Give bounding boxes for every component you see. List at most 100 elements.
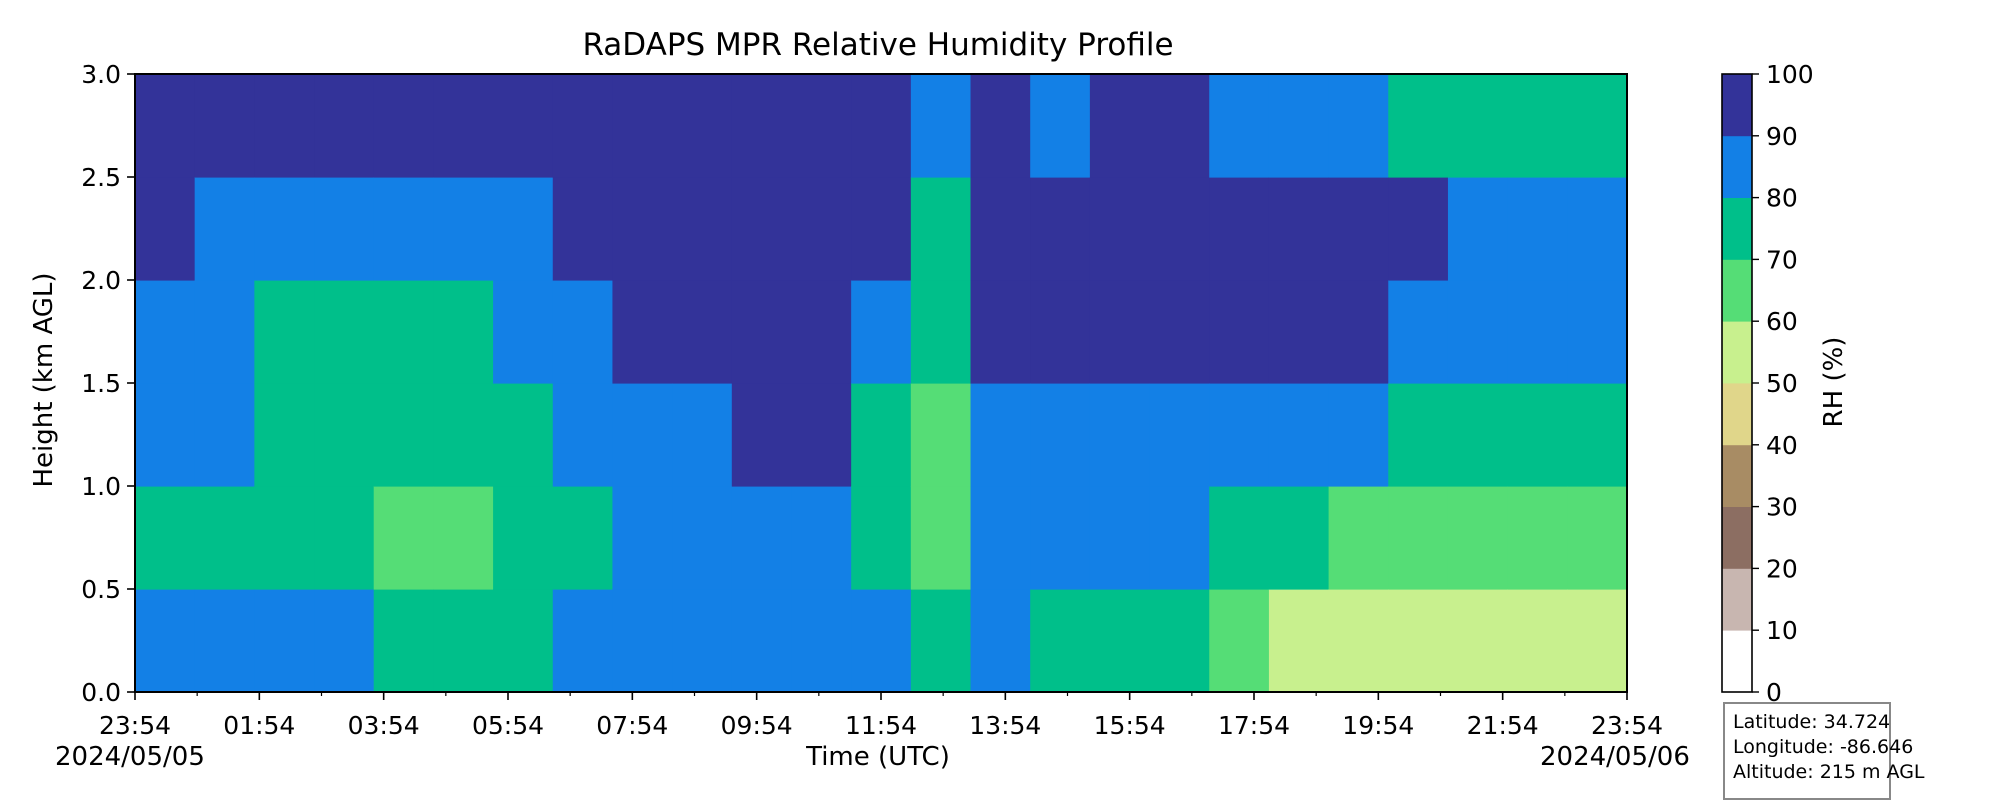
y-tick-label: 0.5 xyxy=(81,575,121,604)
rh-cell xyxy=(910,589,972,693)
rh-cell xyxy=(194,486,255,590)
rh-cell xyxy=(433,383,494,487)
rh-cell xyxy=(1030,589,1091,693)
rh-cell xyxy=(1149,589,1210,693)
rh-cell xyxy=(1089,589,1151,693)
rh-cell xyxy=(851,589,912,693)
end-date-label: 2024/05/06 xyxy=(1540,742,1690,772)
rh-cell xyxy=(1388,177,1449,281)
rh-cell xyxy=(1328,589,1389,693)
rh-cell xyxy=(1507,383,1568,487)
rh-cell xyxy=(731,74,793,178)
rh-cell xyxy=(1030,280,1091,384)
x-tick-label: 13:54 xyxy=(969,711,1041,740)
rh-cell xyxy=(672,486,733,590)
rh-cell xyxy=(1149,74,1210,178)
rh-cell xyxy=(970,280,1031,384)
x-tick-label: 19:54 xyxy=(1342,711,1414,740)
rh-cell xyxy=(1567,74,1628,178)
colorbar-tick-label: 40 xyxy=(1766,431,1798,460)
rh-cell xyxy=(194,383,255,487)
rh-cell xyxy=(552,177,614,281)
rh-cell xyxy=(910,280,972,384)
rh-cell xyxy=(731,486,793,590)
x-tick-label: 09:54 xyxy=(721,711,793,740)
rh-cell xyxy=(1507,280,1568,384)
rh-cell xyxy=(851,177,912,281)
rh-cell xyxy=(1507,177,1568,281)
rh-cell xyxy=(672,383,733,487)
rh-cell xyxy=(552,589,614,693)
rh-cell xyxy=(1567,383,1628,487)
rh-cell xyxy=(1328,177,1389,281)
rh-cell xyxy=(314,177,375,281)
rh-cell xyxy=(1268,486,1330,590)
rh-cell xyxy=(254,74,315,178)
rh-cell xyxy=(373,74,434,178)
rh-cell xyxy=(970,486,1031,590)
latitude-text: Latitude: 34.724 xyxy=(1733,711,1891,733)
rh-cell xyxy=(970,589,1031,693)
colorbar-segment xyxy=(1722,259,1752,322)
rh-cell xyxy=(1089,383,1151,487)
rh-cell xyxy=(731,383,793,487)
colorbar-label: RH (%) xyxy=(1819,337,1849,428)
rh-cell xyxy=(552,74,614,178)
rh-cell xyxy=(433,177,494,281)
rh-cell xyxy=(135,383,196,487)
colorbar-segment xyxy=(1722,444,1752,507)
rh-cell xyxy=(910,383,972,487)
rh-cell xyxy=(1030,383,1091,487)
colorbar-tick-label: 60 xyxy=(1766,307,1798,336)
rh-cell xyxy=(314,383,375,487)
rh-cell xyxy=(672,74,733,178)
rh-cell xyxy=(910,74,972,178)
rh-cell xyxy=(1567,177,1628,281)
rh-cell xyxy=(254,589,315,693)
colorbar-segment xyxy=(1722,197,1752,260)
colorbar-tick-label: 100 xyxy=(1766,60,1814,89)
rh-cell xyxy=(1089,280,1151,384)
colorbar: 0 10 20 30 40 50 60 70 80 90 100 xyxy=(1721,60,1814,707)
rh-cell xyxy=(552,486,614,590)
rh-cell xyxy=(433,589,494,693)
colorbar-segment xyxy=(1722,506,1752,569)
rh-cell xyxy=(1209,383,1270,487)
rh-cell xyxy=(791,589,852,693)
colorbar-segment xyxy=(1722,630,1752,693)
y-tick-label: 3.0 xyxy=(81,60,121,89)
colorbar-tick-label: 80 xyxy=(1766,184,1798,213)
x-tick-label: 01:54 xyxy=(223,711,295,740)
x-tick-label: 11:54 xyxy=(845,711,917,740)
x-tick-label: 15:54 xyxy=(1094,711,1166,740)
rh-cell xyxy=(1030,486,1091,590)
rh-cell xyxy=(1089,177,1151,281)
rh-cell xyxy=(314,486,375,590)
y-tick-label: 0.0 xyxy=(81,678,121,707)
rh-cell xyxy=(910,486,972,590)
rh-cell xyxy=(1149,383,1210,487)
rh-cell xyxy=(1507,74,1568,178)
colorbar-tick-label: 30 xyxy=(1766,493,1798,522)
rh-cell xyxy=(1447,486,1509,590)
x-tick-label: 03:54 xyxy=(348,711,420,740)
rh-cell xyxy=(970,74,1031,178)
rh-cell xyxy=(1388,280,1449,384)
rh-cell xyxy=(493,383,554,487)
rh-cell xyxy=(552,280,614,384)
start-date-label: 2024/05/05 xyxy=(55,742,205,772)
rh-cell xyxy=(672,280,733,384)
rh-cell xyxy=(493,280,554,384)
plot-area: 0.0 0.5 1.0 1.5 2.0 2.5 3.0 23:54 01:54 03:54 05:5… xyxy=(81,60,1663,740)
longitude-text: Longitude: -86.646 xyxy=(1733,736,1914,758)
rh-cell xyxy=(612,383,673,487)
y-tick-label: 2.0 xyxy=(81,266,121,295)
rh-cell xyxy=(1268,383,1330,487)
rh-cell xyxy=(791,177,852,281)
colorbar-segment xyxy=(1722,74,1752,137)
y-tick-label: 1.5 xyxy=(81,369,121,398)
rh-cell xyxy=(433,280,494,384)
rh-cell xyxy=(851,486,912,590)
y-tick-label: 1.0 xyxy=(81,472,121,501)
